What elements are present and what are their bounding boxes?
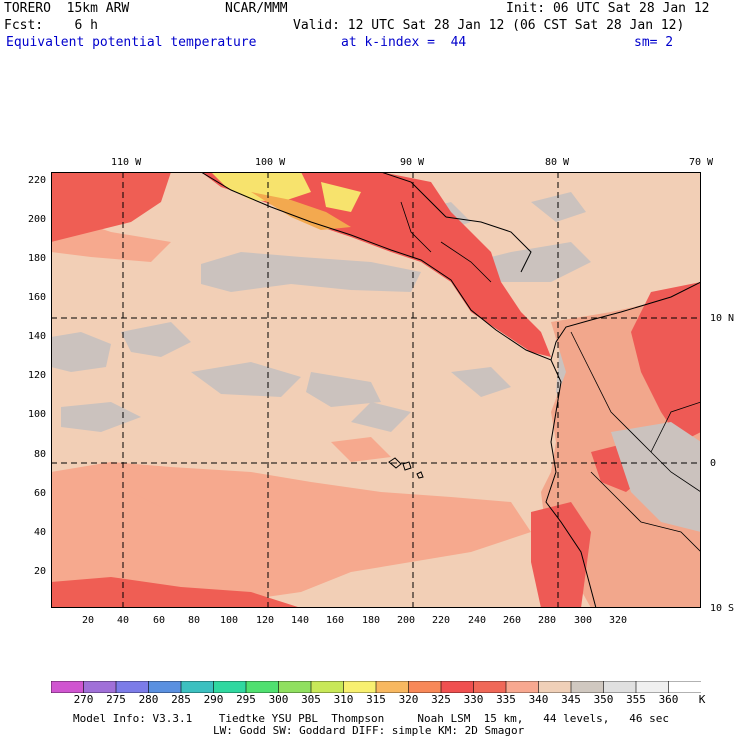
y-tick: 100 [28, 409, 47, 420]
y-tick: 140 [28, 331, 47, 342]
forecast-hour: Fcst: 6 h [4, 18, 98, 33]
x-tick: 260 [503, 615, 522, 626]
colorbar-level-label: 305 [301, 693, 321, 706]
theta-e-map [51, 172, 701, 608]
colorbar-swatch [375, 681, 410, 693]
colorbar-level-label: 335 [496, 693, 516, 706]
colorbar-level-label: 270 [73, 693, 94, 706]
political-borders [400, 201, 701, 553]
x-tick: 240 [468, 615, 487, 626]
colorbar-swatch [440, 681, 475, 693]
smoothing-label: sm= 2 [634, 35, 674, 50]
init-time: Init: 06 UTC Sat 28 Jan 12 [506, 1, 710, 16]
model-info-line1: Model Info: V3.3.1 Tiedtke YSU PBL Thomp… [73, 712, 670, 725]
x-tick: 320 [609, 615, 628, 626]
x-tick: 120 [256, 615, 275, 626]
lat-label-10s: 10 S [710, 603, 735, 614]
x-tick: 220 [432, 615, 451, 626]
lon-label-100w: 100 W [255, 157, 286, 168]
colorbar-level-label: 310 [333, 693, 354, 706]
x-tick: 280 [538, 615, 557, 626]
valid-time: Valid: 12 UTC Sat 28 Jan 12 (06 CST Sat … [293, 18, 685, 33]
colorbar-level-label: 355 [626, 693, 646, 706]
red-north-pacific [51, 172, 301, 608]
y-tick: 220 [28, 175, 47, 186]
colorbar-swatch [83, 681, 117, 693]
lat-label-0: 0 [710, 458, 717, 469]
colorbar-level-label: 350 [593, 693, 614, 706]
colorbar-level-label: 320 [398, 693, 419, 706]
colorbar-swatch [213, 681, 247, 693]
colorbar-swatch [408, 681, 442, 693]
colorbar-swatch [278, 681, 312, 693]
colorbar-swatch [570, 681, 605, 693]
x-tick: 80 [188, 615, 201, 626]
lon-label-70w: 70 W [689, 157, 714, 168]
x-tick: 20 [82, 615, 95, 626]
organization-label: NCAR/MMM [225, 1, 288, 16]
y-tick: 120 [28, 370, 47, 381]
colorbar-swatch [343, 681, 377, 693]
x-tick: 140 [291, 615, 310, 626]
x-tick: 300 [574, 615, 593, 626]
colorbar-unit: K [698, 693, 706, 706]
colorbar-swatch [148, 681, 182, 693]
y-tick: 40 [34, 527, 47, 538]
y-tick: 200 [28, 214, 47, 225]
warm-ocean-areas [51, 212, 531, 602]
amazon-gray [611, 422, 701, 532]
colorbar-level-label: 300 [268, 693, 289, 706]
model-title: TORERO 15km ARW [4, 1, 130, 16]
colorbar-level-label: 345 [561, 693, 581, 706]
field-title: Equivalent potential temperature [6, 35, 257, 50]
colorbar-swatch [180, 681, 215, 693]
colorbar-level-label: 325 [431, 693, 451, 706]
colorbar-level-label: 275 [106, 693, 126, 706]
y-tick: 60 [34, 488, 47, 499]
colorbar-swatch [310, 681, 345, 693]
colorbar-swatch [505, 681, 540, 693]
colorbar-swatch [668, 681, 701, 693]
colorbar-swatch [51, 681, 85, 693]
colorbar-level-label: 285 [171, 693, 191, 706]
yellow-hot-spot [211, 172, 361, 212]
colorbar-level-label: 360 [658, 693, 679, 706]
x-tick: 60 [153, 615, 166, 626]
colorbar-level-label: 290 [203, 693, 224, 706]
colorbar-swatch [115, 681, 150, 693]
y-tick: 20 [34, 566, 47, 577]
lat-label-10n: 10 N [710, 313, 735, 324]
colorbar-level-label: 295 [236, 693, 256, 706]
colorbar [51, 681, 701, 693]
colorbar-level-label: 330 [463, 693, 484, 706]
colorbar-swatch [538, 681, 572, 693]
y-tick: 160 [28, 292, 47, 303]
lat-lon-gridlines [51, 172, 701, 608]
colorbar-swatch [473, 681, 507, 693]
colorbar-swatch [603, 681, 637, 693]
colorbar-swatch [245, 681, 280, 693]
coastline [200, 172, 701, 608]
lon-label-80w: 80 W [545, 157, 570, 168]
lon-label-110w: 110 W [111, 157, 142, 168]
orange-highlands [251, 192, 351, 230]
colorbar-swatch [635, 681, 670, 693]
level-label: at k-index = 44 [341, 35, 467, 50]
colorbar-level-label: 315 [366, 693, 386, 706]
y-tick: 180 [28, 253, 47, 264]
colorbar-level-label: 280 [138, 693, 159, 706]
model-info-line2: LW: Godd SW: Goddard DIFF: simple KM: 2D… [213, 724, 525, 737]
colorbar-level-label: 340 [528, 693, 549, 706]
lon-label-90w: 90 W [400, 157, 425, 168]
x-tick: 180 [362, 615, 381, 626]
x-tick: 40 [117, 615, 130, 626]
x-tick: 100 [220, 615, 239, 626]
x-tick: 200 [397, 615, 416, 626]
x-tick: 160 [326, 615, 345, 626]
y-tick: 80 [34, 449, 47, 460]
